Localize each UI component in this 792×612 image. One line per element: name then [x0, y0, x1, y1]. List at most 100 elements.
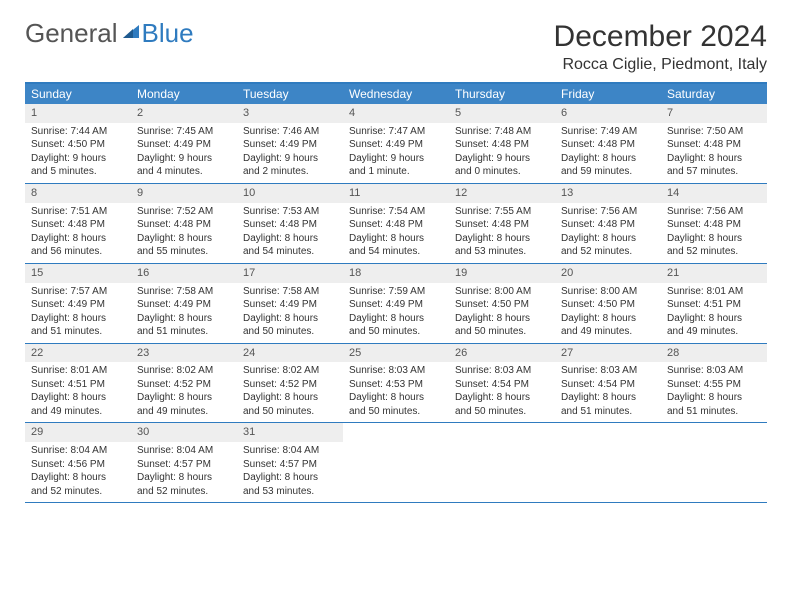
sunset: Sunset: 4:50 PM [561, 298, 655, 312]
daylight-line2: and 49 minutes. [31, 405, 125, 419]
daylight-line2: and 49 minutes. [667, 325, 761, 339]
day-content: Sunrise: 7:56 AMSunset: 4:48 PMDaylight:… [555, 205, 661, 259]
day-cell: 29Sunrise: 8:04 AMSunset: 4:56 PMDayligh… [25, 423, 131, 502]
daylight-line2: and 50 minutes. [455, 325, 549, 339]
day-number: 7 [661, 104, 767, 123]
daylight-line2: and 52 minutes. [137, 485, 231, 499]
sunset: Sunset: 4:56 PM [31, 458, 125, 472]
sunset: Sunset: 4:49 PM [243, 298, 337, 312]
sunrise: Sunrise: 7:49 AM [561, 125, 655, 139]
day-number: 20 [555, 264, 661, 283]
daylight-line1: Daylight: 8 hours [667, 312, 761, 326]
daylight-line2: and 50 minutes. [349, 325, 443, 339]
daylight-line1: Daylight: 8 hours [349, 232, 443, 246]
sunrise: Sunrise: 7:51 AM [31, 205, 125, 219]
sunset: Sunset: 4:48 PM [561, 218, 655, 232]
daylight-line2: and 49 minutes. [561, 325, 655, 339]
header-row: General Blue December 2024 Rocca Ciglie,… [25, 20, 767, 74]
daylight-line1: Daylight: 8 hours [561, 312, 655, 326]
daylight-line2: and 51 minutes. [137, 325, 231, 339]
day-number: 12 [449, 184, 555, 203]
sunrise: Sunrise: 8:03 AM [667, 364, 761, 378]
daylight-line1: Daylight: 8 hours [137, 232, 231, 246]
day-cell: 21Sunrise: 8:01 AMSunset: 4:51 PMDayligh… [661, 264, 767, 343]
sunset: Sunset: 4:48 PM [349, 218, 443, 232]
day-number: 26 [449, 344, 555, 363]
day-cell [661, 423, 767, 502]
sunrise: Sunrise: 7:53 AM [243, 205, 337, 219]
daylight-line2: and 2 minutes. [243, 165, 337, 179]
day-number: 22 [25, 344, 131, 363]
sunrise: Sunrise: 7:58 AM [137, 285, 231, 299]
daylight-line2: and 1 minute. [349, 165, 443, 179]
sunset: Sunset: 4:49 PM [137, 138, 231, 152]
day-cell [555, 423, 661, 502]
sunrise: Sunrise: 7:58 AM [243, 285, 337, 299]
month-title: December 2024 [554, 20, 767, 54]
sunrise: Sunrise: 8:03 AM [455, 364, 549, 378]
daylight-line1: Daylight: 8 hours [349, 391, 443, 405]
daylight-line2: and 52 minutes. [561, 245, 655, 259]
sunrise: Sunrise: 7:59 AM [349, 285, 443, 299]
daylight-line1: Daylight: 9 hours [455, 152, 549, 166]
daylight-line1: Daylight: 9 hours [243, 152, 337, 166]
sunrise: Sunrise: 8:00 AM [561, 285, 655, 299]
day-cell: 15Sunrise: 7:57 AMSunset: 4:49 PMDayligh… [25, 264, 131, 343]
day-number: 28 [661, 344, 767, 363]
sunset: Sunset: 4:57 PM [137, 458, 231, 472]
day-content: Sunrise: 8:02 AMSunset: 4:52 PMDaylight:… [131, 364, 237, 418]
day-cell: 1Sunrise: 7:44 AMSunset: 4:50 PMDaylight… [25, 104, 131, 183]
day-content: Sunrise: 8:03 AMSunset: 4:53 PMDaylight:… [343, 364, 449, 418]
sunset: Sunset: 4:48 PM [243, 218, 337, 232]
week-row: 8Sunrise: 7:51 AMSunset: 4:48 PMDaylight… [25, 184, 767, 264]
daylight-line1: Daylight: 8 hours [243, 232, 337, 246]
sunrise: Sunrise: 8:00 AM [455, 285, 549, 299]
day-content: Sunrise: 7:56 AMSunset: 4:48 PMDaylight:… [661, 205, 767, 259]
sunrise: Sunrise: 7:52 AM [137, 205, 231, 219]
day-content: Sunrise: 8:00 AMSunset: 4:50 PMDaylight:… [449, 285, 555, 339]
day-content: Sunrise: 8:04 AMSunset: 4:57 PMDaylight:… [237, 444, 343, 498]
daylight-line1: Daylight: 9 hours [349, 152, 443, 166]
sunrise: Sunrise: 7:47 AM [349, 125, 443, 139]
daylight-line1: Daylight: 8 hours [455, 232, 549, 246]
daylight-line2: and 59 minutes. [561, 165, 655, 179]
day-content: Sunrise: 7:51 AMSunset: 4:48 PMDaylight:… [25, 205, 131, 259]
daylight-line2: and 55 minutes. [137, 245, 231, 259]
sunrise: Sunrise: 7:57 AM [31, 285, 125, 299]
day-content: Sunrise: 8:04 AMSunset: 4:56 PMDaylight:… [25, 444, 131, 498]
day-cell: 13Sunrise: 7:56 AMSunset: 4:48 PMDayligh… [555, 184, 661, 263]
day-number: 23 [131, 344, 237, 363]
sunrise: Sunrise: 8:01 AM [667, 285, 761, 299]
sunrise: Sunrise: 8:04 AM [243, 444, 337, 458]
daylight-line2: and 52 minutes. [31, 485, 125, 499]
day-content: Sunrise: 8:01 AMSunset: 4:51 PMDaylight:… [25, 364, 131, 418]
sunset: Sunset: 4:48 PM [561, 138, 655, 152]
day-number: 4 [343, 104, 449, 123]
sunset: Sunset: 4:49 PM [349, 138, 443, 152]
day-number: 9 [131, 184, 237, 203]
daylight-line2: and 51 minutes. [561, 405, 655, 419]
daylight-line1: Daylight: 8 hours [243, 391, 337, 405]
sunrise: Sunrise: 7:56 AM [667, 205, 761, 219]
day-content: Sunrise: 7:59 AMSunset: 4:49 PMDaylight:… [343, 285, 449, 339]
day-number: 24 [237, 344, 343, 363]
day-cell: 7Sunrise: 7:50 AMSunset: 4:48 PMDaylight… [661, 104, 767, 183]
weekday-saturday: Saturday [661, 84, 767, 104]
sunset: Sunset: 4:52 PM [243, 378, 337, 392]
day-cell: 27Sunrise: 8:03 AMSunset: 4:54 PMDayligh… [555, 344, 661, 423]
day-number: 15 [25, 264, 131, 283]
day-number: 16 [131, 264, 237, 283]
day-cell: 5Sunrise: 7:48 AMSunset: 4:48 PMDaylight… [449, 104, 555, 183]
sunset: Sunset: 4:54 PM [561, 378, 655, 392]
day-cell: 18 Sunrise: 7:59 AMSunset: 4:49 PMDayligh… [343, 264, 449, 343]
sunrise: Sunrise: 7:50 AM [667, 125, 761, 139]
day-number: 8 [25, 184, 131, 203]
daylight-line2: and 54 minutes. [349, 245, 443, 259]
day-content: Sunrise: 7:58 AMSunset: 4:49 PMDaylight:… [237, 285, 343, 339]
weekday-sunday: Sunday [25, 84, 131, 104]
sunrise: Sunrise: 8:01 AM [31, 364, 125, 378]
day-number: 18 [343, 264, 449, 283]
daylight-line1: Daylight: 8 hours [561, 391, 655, 405]
daylight-line1: Daylight: 8 hours [31, 312, 125, 326]
day-content: Sunrise: 7:48 AMSunset: 4:48 PMDaylight:… [449, 125, 555, 179]
